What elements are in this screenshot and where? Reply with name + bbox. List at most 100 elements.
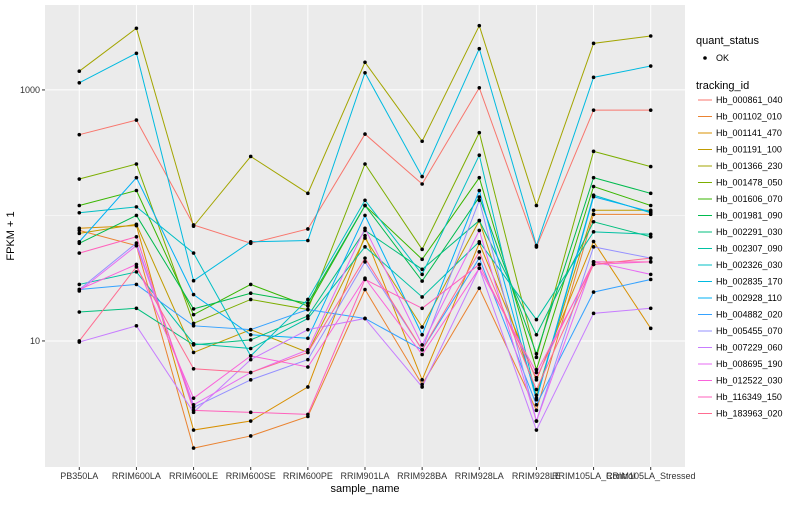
data-point <box>477 195 482 199</box>
x-tick-label: RRIM600LE <box>169 471 218 481</box>
legend-label: Hb_002326_030 <box>716 260 783 270</box>
data-point <box>77 80 82 85</box>
data-point <box>134 243 139 248</box>
legend-label: Hb_005455_070 <box>716 326 783 336</box>
data-point <box>77 231 82 236</box>
x-tick-label: RRIM928BA <box>397 471 447 481</box>
data-point <box>363 287 367 292</box>
data-point <box>191 428 196 432</box>
legend-label: Hb_001366_230 <box>716 161 783 171</box>
data-point <box>591 311 596 316</box>
data-point <box>477 266 482 270</box>
legend-title: tracking_id <box>696 80 749 92</box>
data-point <box>77 210 82 215</box>
data-point <box>191 324 196 328</box>
y-tick-label: 10 <box>30 336 40 346</box>
legend-label: Hb_002928_110 <box>716 293 782 303</box>
data-point <box>191 251 196 255</box>
legend-label: Hb_001102_010 <box>716 112 782 122</box>
data-point <box>191 292 196 297</box>
data-point <box>134 213 139 218</box>
data-point <box>306 336 310 341</box>
data-point <box>248 419 253 423</box>
data-point <box>134 205 139 209</box>
data-point <box>648 191 653 196</box>
data-point <box>77 251 82 255</box>
data-point <box>477 188 482 193</box>
data-point <box>363 260 367 264</box>
data-point <box>534 370 539 375</box>
data-point <box>534 397 539 402</box>
data-point <box>134 175 139 180</box>
data-point <box>420 182 424 186</box>
y-axis-label: FPKM + 1 <box>5 211 17 260</box>
data-point <box>648 277 653 282</box>
x-tick-label: RRIM928LE <box>512 471 561 481</box>
data-point <box>648 209 653 214</box>
data-point <box>591 208 596 213</box>
data-point <box>306 301 310 305</box>
data-point <box>648 108 653 112</box>
data-point <box>363 316 367 321</box>
data-point <box>591 184 596 189</box>
data-point <box>591 260 596 264</box>
data-point <box>420 385 424 389</box>
data-point <box>591 239 596 244</box>
x-tick-label: RRIM105LA_Control <box>552 471 635 481</box>
data-point <box>77 339 82 343</box>
data-point <box>534 332 539 337</box>
data-point <box>477 250 482 254</box>
data-point <box>306 227 310 231</box>
legend-label: Hb_183963_020 <box>716 409 783 419</box>
data-point <box>248 354 253 358</box>
data-point <box>420 279 424 283</box>
data-point <box>134 222 139 227</box>
data-point <box>363 162 367 166</box>
data-point <box>648 272 653 277</box>
legend-label: Hb_001141_470 <box>716 128 782 138</box>
data-point <box>591 149 596 154</box>
data-point <box>134 324 139 328</box>
data-point <box>363 132 367 136</box>
data-point <box>534 408 539 413</box>
legend-label: Hb_116349_150 <box>716 392 782 402</box>
data-point <box>420 348 424 352</box>
data-point <box>420 272 424 277</box>
data-point <box>420 257 424 262</box>
legend-label: Hb_001606_070 <box>716 194 783 204</box>
data-point <box>420 139 424 144</box>
data-point <box>591 212 596 217</box>
data-point <box>191 307 196 311</box>
data-point <box>248 239 253 244</box>
data-point <box>648 203 653 208</box>
x-tick-label: RRIM600SE <box>226 471 276 481</box>
data-point <box>77 282 82 287</box>
data-point <box>134 51 139 56</box>
data-point <box>648 234 653 239</box>
data-point <box>248 154 253 159</box>
data-point <box>648 256 653 260</box>
data-point <box>534 351 539 356</box>
data-point <box>191 446 196 450</box>
data-point <box>534 243 539 248</box>
y-tick-label: 1000 <box>20 85 40 95</box>
data-point <box>591 41 596 46</box>
data-point <box>363 226 367 231</box>
data-point <box>363 256 367 260</box>
x-tick-label: PB350LA <box>60 471 98 481</box>
legend-label: Hb_001981_090 <box>716 211 783 221</box>
data-point <box>534 402 539 407</box>
legend-label: Hb_012522_030 <box>716 376 783 386</box>
data-point <box>363 60 367 65</box>
data-point <box>477 239 482 244</box>
point-legend-title: quant_status <box>696 35 759 47</box>
data-point <box>477 228 482 233</box>
data-point <box>134 234 139 239</box>
data-point <box>191 402 196 407</box>
data-point <box>306 314 310 318</box>
data-point <box>77 287 82 292</box>
data-point <box>591 245 596 249</box>
data-point <box>534 317 539 322</box>
data-point <box>248 291 253 296</box>
data-point <box>306 297 310 302</box>
